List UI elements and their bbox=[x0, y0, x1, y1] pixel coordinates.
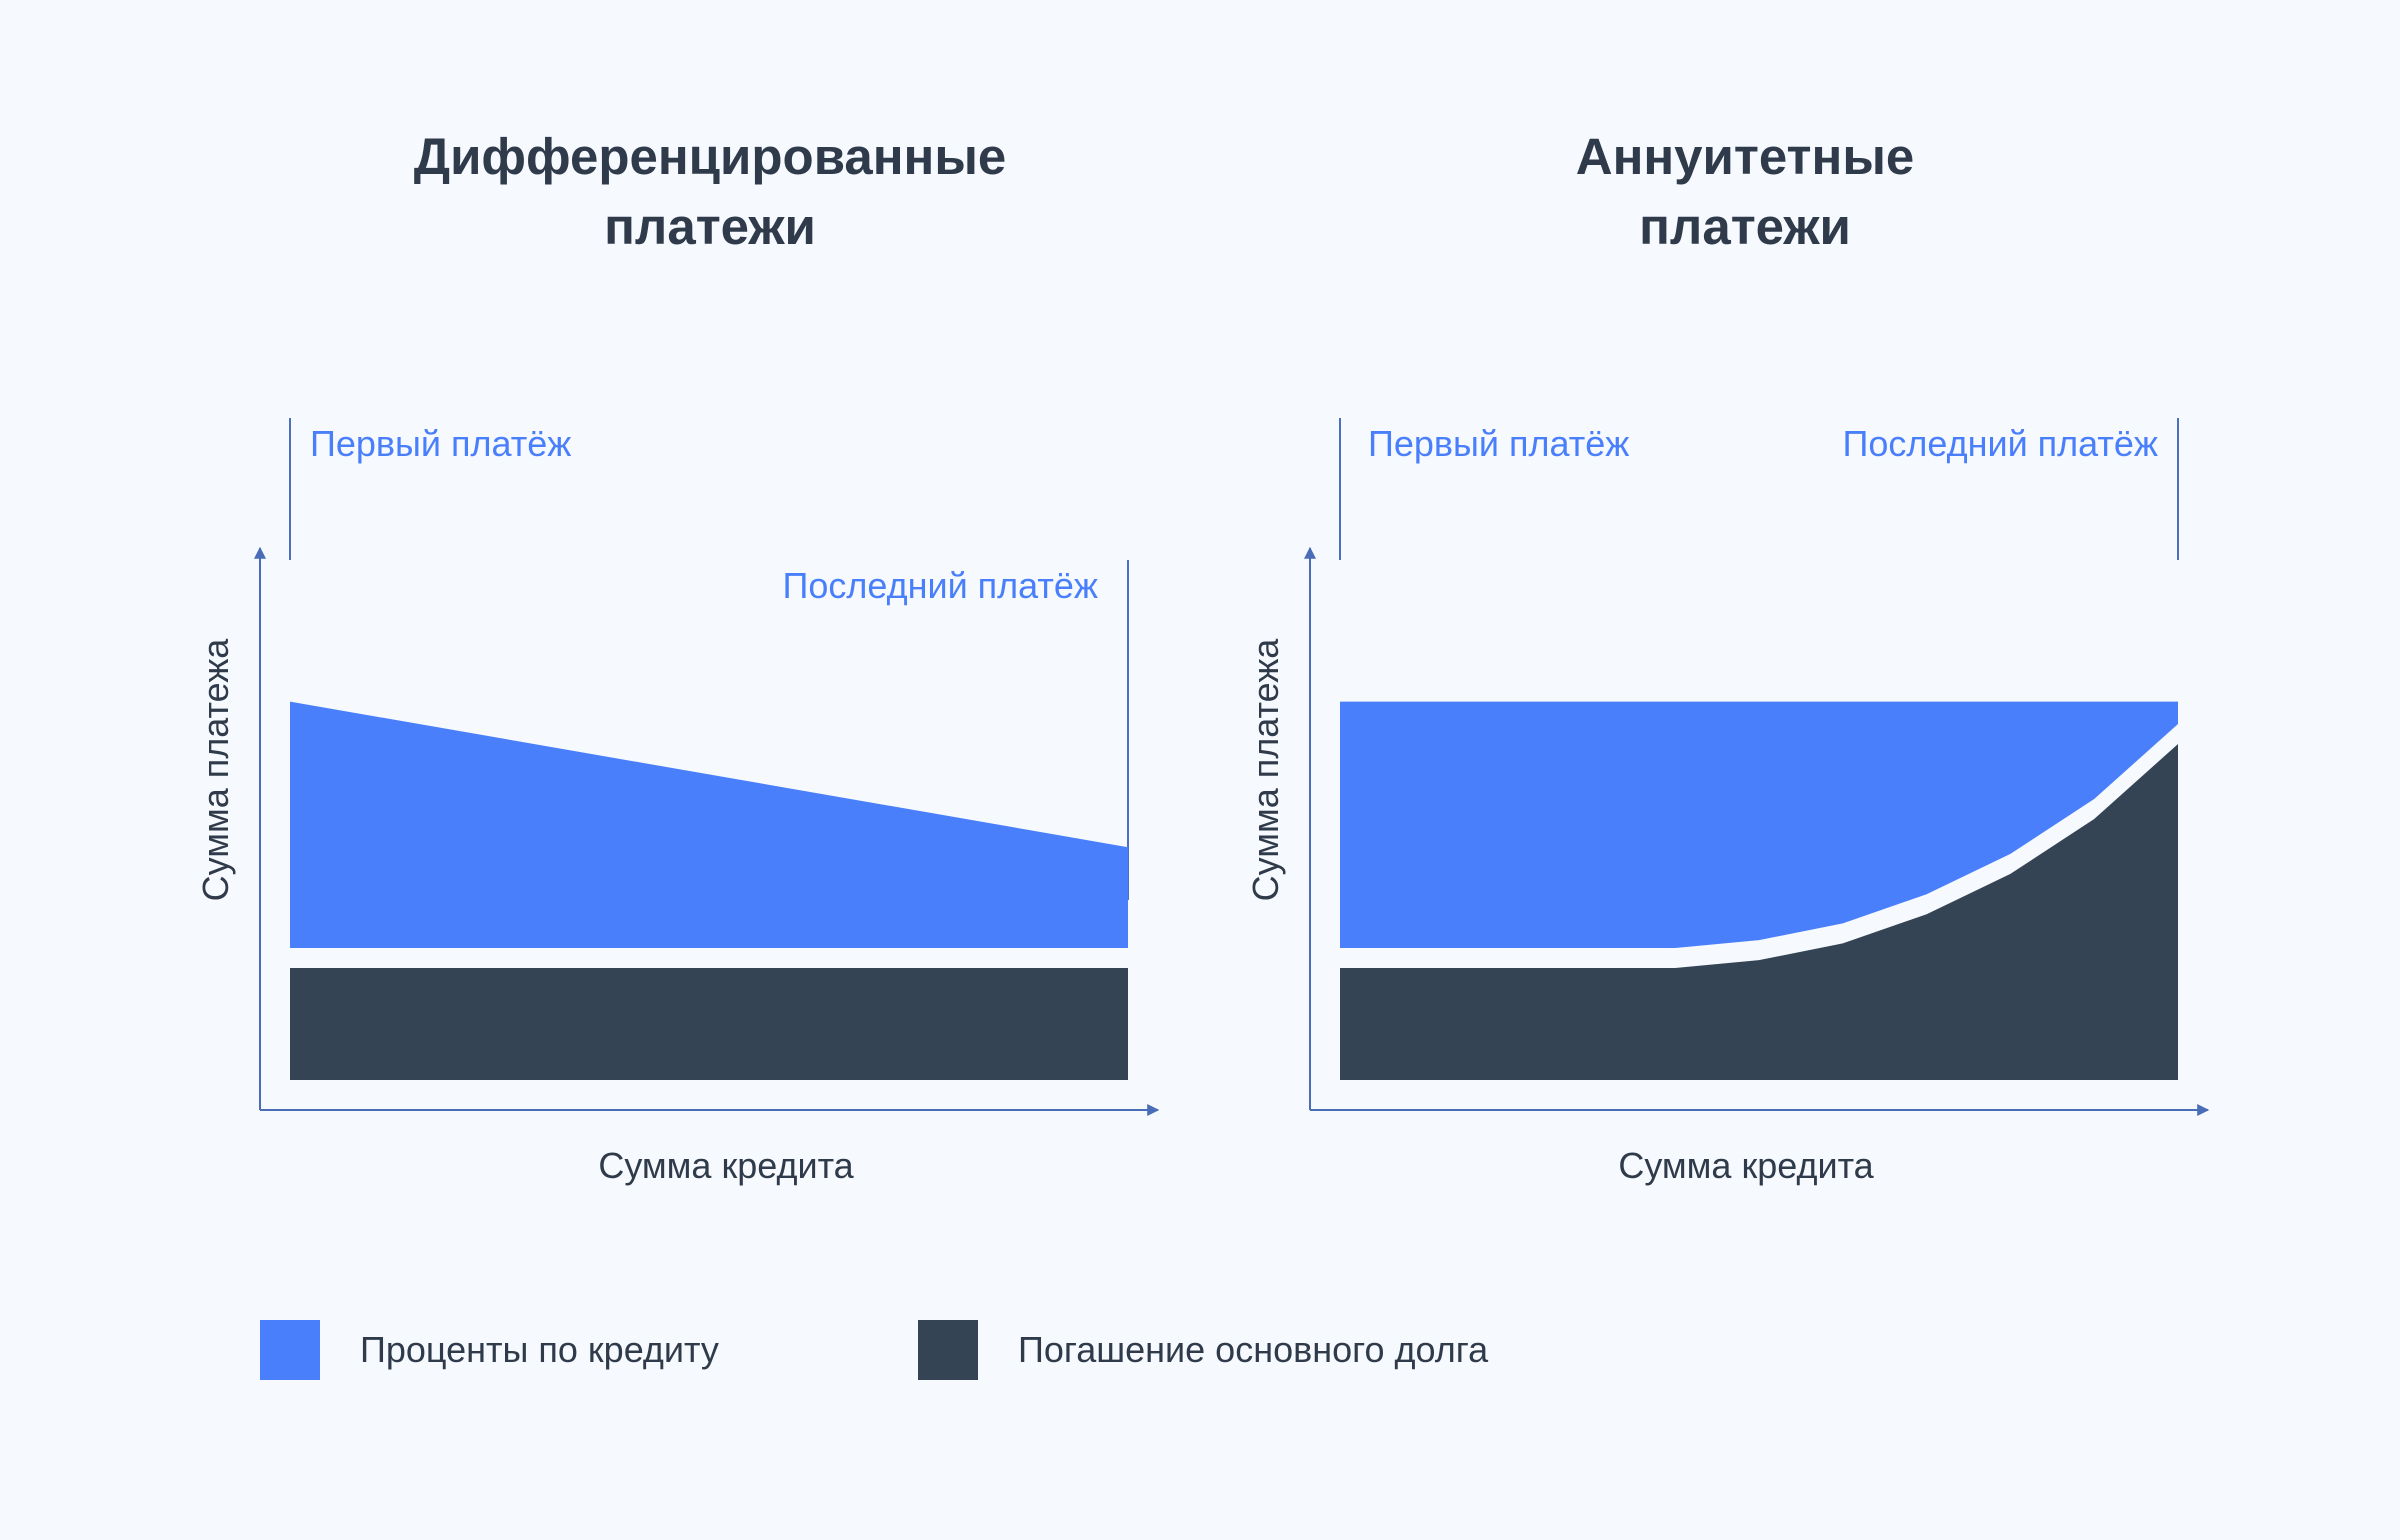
first-payment-label: Первый платёж bbox=[1368, 423, 1629, 464]
x-axis-label: Сумма кредита bbox=[1618, 1145, 1874, 1186]
first-payment-label: Первый платёж bbox=[310, 423, 571, 464]
legend-label-principal: Погашение основного долга bbox=[1018, 1329, 1489, 1370]
chart-title-annuity: Аннуитетные платежи bbox=[1365, 122, 2125, 262]
principal-area bbox=[1340, 744, 2178, 1080]
chart-title-differentiated: Дифференцированные платежи bbox=[330, 122, 1090, 262]
interest-area bbox=[1340, 701, 2178, 948]
y-axis-label: Сумма платежа bbox=[195, 638, 236, 902]
principal-area bbox=[290, 968, 1128, 1080]
x-axis-label: Сумма кредита bbox=[598, 1145, 854, 1186]
chart-title-line: Дифференцированные bbox=[413, 128, 1007, 185]
chart-title-line: платежи bbox=[604, 198, 816, 255]
interest-area bbox=[290, 701, 1128, 948]
chart-title-line: Аннуитетные bbox=[1575, 128, 1915, 185]
legend-label-interest: Проценты по кредиту bbox=[360, 1329, 719, 1370]
chart-annuity: Первый платёж Последний платёж Сумма пла… bbox=[1245, 418, 2210, 1186]
chart-differentiated: Первый платёж Последний платёж Сумма пла… bbox=[195, 418, 1160, 1186]
y-axis-label: Сумма платежа bbox=[1245, 638, 1286, 902]
last-payment-label: Последний платёж bbox=[1842, 423, 2158, 464]
legend-swatch-interest bbox=[260, 1320, 320, 1380]
last-payment-label: Последний платёж bbox=[782, 565, 1098, 606]
chart-title-line: платежи bbox=[1639, 198, 1851, 255]
legend-swatch-principal bbox=[918, 1320, 978, 1380]
